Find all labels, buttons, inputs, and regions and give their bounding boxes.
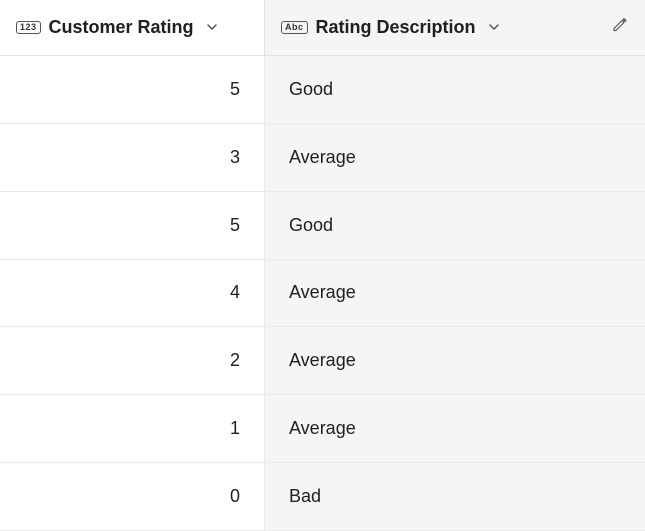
table-cell[interactable]: Average: [265, 395, 645, 463]
edit-icon[interactable]: [611, 16, 629, 39]
table-cell[interactable]: Bad: [265, 463, 645, 531]
table-cell[interactable]: 3: [0, 124, 265, 192]
cell-value: Average: [289, 147, 356, 168]
number-type-icon: 123: [16, 21, 41, 34]
cell-value: Good: [289, 215, 333, 236]
cell-value: Bad: [289, 486, 321, 507]
table-cell[interactable]: 1: [0, 395, 265, 463]
table-cell[interactable]: 2: [0, 327, 265, 395]
data-table: 123 Customer Rating 5 3 5 4 2 1 0 Abc Ra…: [0, 0, 645, 531]
text-type-icon: Abc: [281, 21, 308, 34]
table-cell[interactable]: 5: [0, 192, 265, 260]
cell-value: Average: [289, 418, 356, 439]
table-cell[interactable]: Average: [265, 327, 645, 395]
column-label: Customer Rating: [49, 17, 194, 38]
cell-value: Good: [289, 79, 333, 100]
cell-value: Average: [289, 350, 356, 371]
cell-value: 2: [230, 350, 240, 371]
chevron-down-icon: [488, 21, 500, 33]
cell-value: 1: [230, 418, 240, 439]
table-cell[interactable]: Average: [265, 124, 645, 192]
cell-value: 3: [230, 147, 240, 168]
column-rating-description: Abc Rating Description Good Average Good…: [265, 0, 645, 531]
chevron-down-icon: [206, 21, 218, 33]
cell-value: 0: [230, 486, 240, 507]
column-header-description[interactable]: Abc Rating Description: [265, 0, 645, 56]
cell-value: 5: [230, 79, 240, 100]
table-cell[interactable]: Average: [265, 260, 645, 328]
column-customer-rating: 123 Customer Rating 5 3 5 4 2 1 0: [0, 0, 265, 531]
table-cell[interactable]: 4: [0, 260, 265, 328]
table-cell[interactable]: Good: [265, 192, 645, 260]
table-cell[interactable]: 0: [0, 463, 265, 531]
table-cell[interactable]: 5: [0, 56, 265, 124]
column-header-rating[interactable]: 123 Customer Rating: [0, 0, 265, 56]
cell-value: Average: [289, 282, 356, 303]
cell-value: 4: [230, 282, 240, 303]
table-cell[interactable]: Good: [265, 56, 645, 124]
cell-value: 5: [230, 215, 240, 236]
column-label: Rating Description: [316, 17, 476, 38]
